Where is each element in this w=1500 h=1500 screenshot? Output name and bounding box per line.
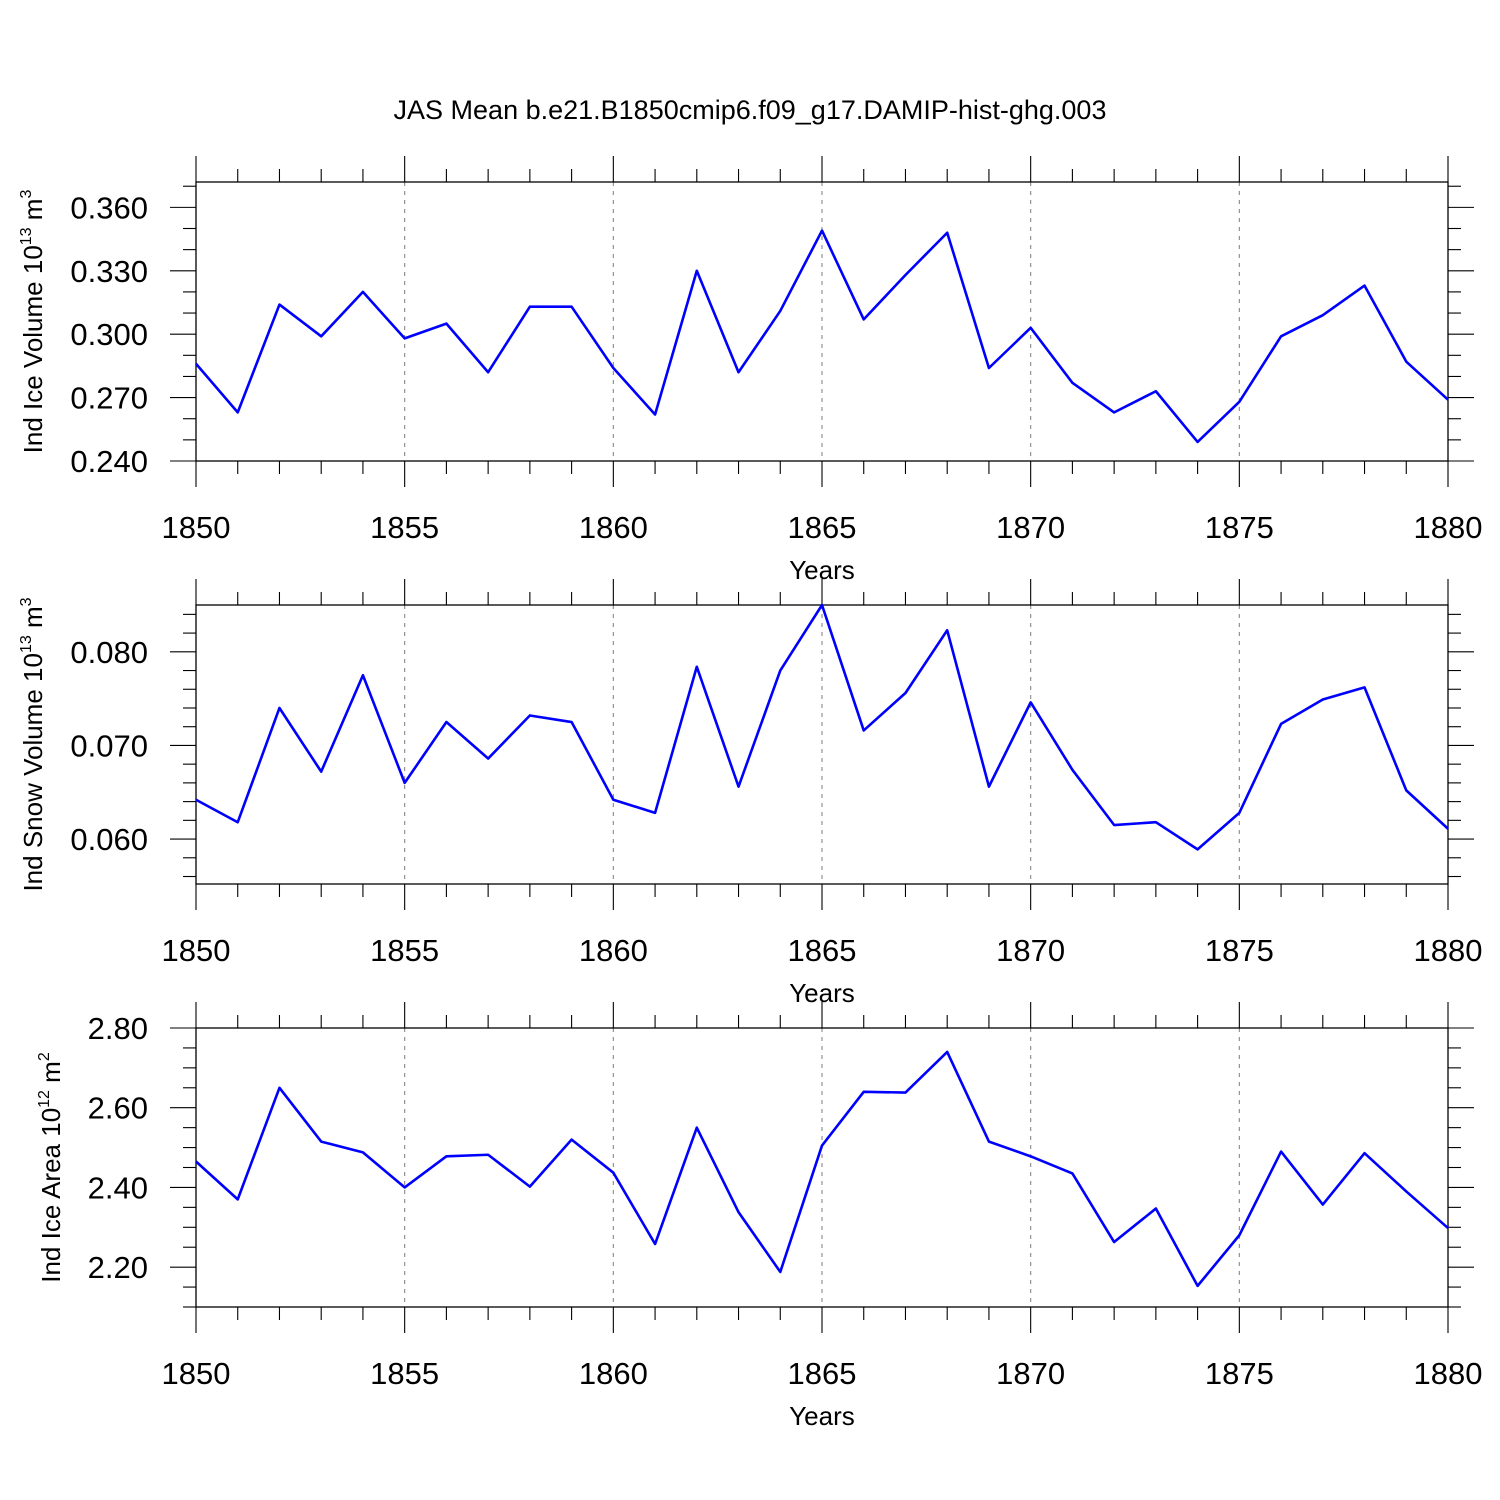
- x-tick-label: 1875: [1205, 933, 1274, 968]
- y-tick-label: 0.300: [70, 317, 148, 352]
- x-tick-label: 1875: [1205, 510, 1274, 545]
- x-tick-label: 1870: [996, 933, 1065, 968]
- y-tick-label: 0.080: [70, 635, 148, 670]
- y-axis-label: Ind Ice Volume 1013 m3: [18, 190, 48, 454]
- panel-1: 0.240 0.270 0.300 0.330 0.360 1850 1855 1860 186…: [18, 156, 1482, 585]
- x-tick-label: 1850: [162, 510, 231, 545]
- x-tick-label: 1850: [162, 933, 231, 968]
- x-tick-label: 1865: [788, 933, 857, 968]
- plot-frame: [195, 1027, 1449, 1308]
- y-tick-label: 0.070: [70, 728, 148, 763]
- y-tick-label: 2.40: [88, 1170, 148, 1205]
- y-tick-label: 2.80: [88, 1011, 148, 1046]
- y-axis-label: Ind Snow Volume 1013 m3: [18, 597, 48, 891]
- x-axis-label: Years: [789, 1401, 855, 1431]
- x-tick-label: 1875: [1205, 1356, 1274, 1391]
- plot-frame: [195, 181, 1449, 462]
- y-tick-label: 0.360: [70, 190, 148, 225]
- x-tick-label: 1880: [1414, 510, 1483, 545]
- x-tick-label: 1855: [370, 510, 439, 545]
- x-tick-label: 1860: [579, 1356, 648, 1391]
- y-axis-label: Ind Ice Area 1012 m2: [36, 1052, 66, 1283]
- y-tick-label: 2.60: [88, 1091, 148, 1126]
- x-tick-label: 1860: [579, 510, 648, 545]
- series-line: [195, 1050, 1449, 1288]
- y-tick-label: 2.20: [88, 1250, 148, 1285]
- x-tick-label: 1880: [1414, 933, 1483, 968]
- panel-2: 0.060 0.070 0.080 1850 1855 1860 1865 1870 1875 1…: [18, 579, 1482, 1008]
- x-tick-label: 1850: [162, 1356, 231, 1391]
- chart-title: JAS Mean b.e21.B1850cmip6.f09_g17.DAMIP-…: [394, 95, 1107, 125]
- x-tick-label: 1870: [996, 1356, 1065, 1391]
- y-tick-label: 0.330: [70, 254, 148, 289]
- x-tick-label: 1860: [579, 933, 648, 968]
- x-tick-label: 1855: [370, 933, 439, 968]
- y-tick-label: 0.270: [70, 381, 148, 416]
- x-tick-label: 1865: [788, 1356, 857, 1391]
- y-tick-label: 0.060: [70, 822, 148, 857]
- x-tick-label: 1855: [370, 1356, 439, 1391]
- x-tick-label: 1865: [788, 510, 857, 545]
- x-tick-label: 1870: [996, 510, 1065, 545]
- panel-3: 2.20 2.40 2.60 2.80 1850 1855 1860 1865 1870 1875…: [36, 1002, 1482, 1431]
- y-tick-label: 0.240: [70, 444, 148, 479]
- x-tick-label: 1880: [1414, 1356, 1483, 1391]
